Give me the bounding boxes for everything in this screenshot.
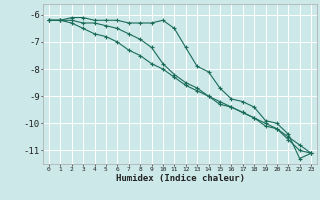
X-axis label: Humidex (Indice chaleur): Humidex (Indice chaleur) [116, 174, 244, 183]
